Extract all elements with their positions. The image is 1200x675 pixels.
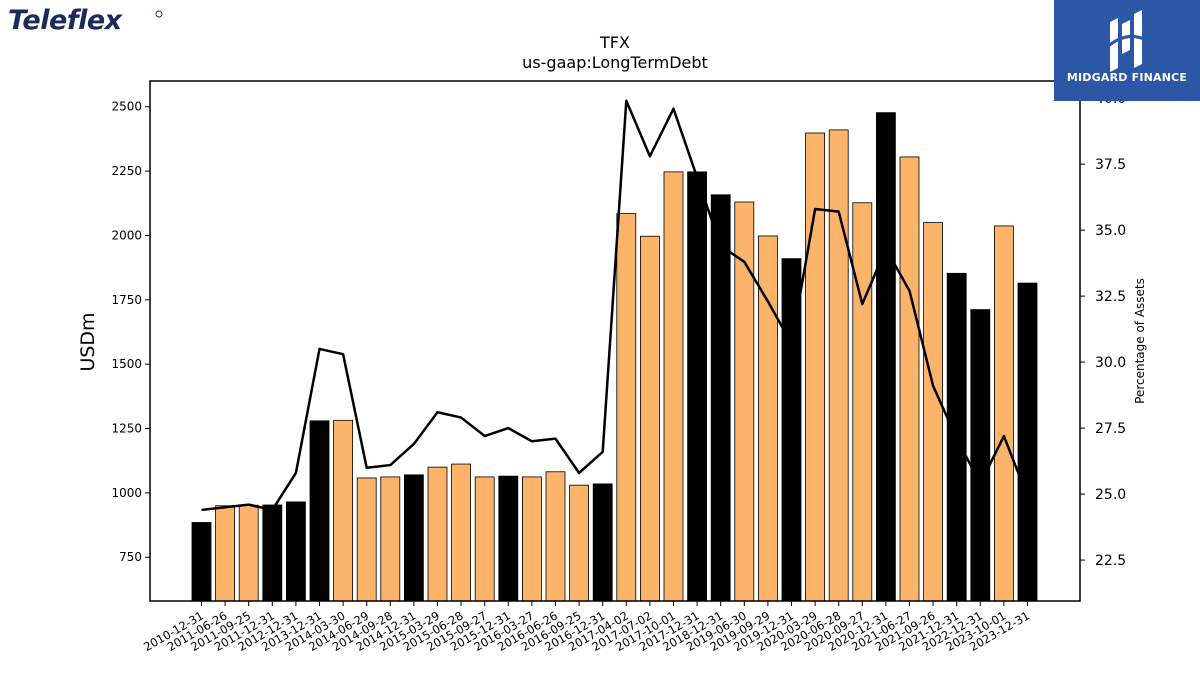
- bar-2011-06-26: [215, 505, 236, 602]
- y2-tick-label: 27.5: [1095, 421, 1126, 437]
- line-group: [201, 99, 1029, 512]
- bar-2010-12-31: [191, 522, 212, 602]
- y-tick-label: 1500: [111, 357, 142, 371]
- bar-2014-12-31: [403, 474, 424, 602]
- bar-2023-10-01: [994, 225, 1014, 602]
- bar-2011-09-25: [238, 504, 259, 602]
- bar-2018-12-31: [710, 194, 731, 602]
- y-tick-label: 750: [119, 550, 142, 564]
- bar-2016-03-27: [522, 476, 542, 602]
- bar-2015-12-31: [498, 475, 519, 602]
- y-tick-label: 1000: [111, 486, 142, 500]
- bar-2015-06-28: [451, 463, 472, 602]
- bar-2017-12-31: [687, 171, 707, 602]
- midgard-brand-text: MIDGARD FINANCE: [1066, 71, 1188, 84]
- bar-2022-12-31: [970, 309, 991, 602]
- bar-2020-09-27: [852, 202, 873, 602]
- bar-2021-06-27: [899, 156, 920, 602]
- bar-2021-09-26: [923, 222, 943, 602]
- y2-tick-label: 22.5: [1095, 553, 1126, 569]
- bar-2011-12-31: [262, 504, 283, 602]
- y2-tick-label: 25.0: [1095, 487, 1126, 503]
- bar-2013-12-31: [309, 420, 330, 602]
- teleflex-logo: Teleflex: [8, 5, 163, 36]
- bar-2020-12-31: [876, 112, 896, 602]
- y-tick-label: 2250: [111, 164, 142, 178]
- y2-tick-label: 30.0: [1095, 355, 1126, 371]
- y2-tick-label: 37.5: [1095, 157, 1126, 173]
- y-axis-label: USDm: [77, 312, 99, 371]
- bar-2017-04-02: [616, 213, 637, 602]
- y-tick-label: 2500: [111, 100, 142, 114]
- y-tick-label: 2000: [111, 228, 142, 242]
- bar-2017-07-02: [640, 235, 660, 602]
- plot-frame: [149, 80, 1081, 602]
- x-axis: 2010-12-312011-06-262011-09-252011-12-31…: [141, 601, 1032, 654]
- bar-2015-09-27: [474, 476, 495, 602]
- y2-axis-label: Percentage of Assets: [1133, 278, 1147, 404]
- bar-2016-06-26: [545, 471, 566, 602]
- bar-2020-06-28: [828, 129, 849, 602]
- chart-title: TFX: [599, 33, 630, 52]
- y2-tick-label: 35.0: [1095, 223, 1126, 239]
- midgard-finance-logo: MIDGARD FINANCE: [1054, 0, 1200, 101]
- bar-2023-12-31: [1017, 282, 1038, 602]
- svg-text:Teleflex: Teleflex: [8, 5, 124, 36]
- line-series: [201, 99, 1029, 512]
- y-axis-left: 750 1000 1250 1500 1750 2000 2250 2500: [111, 100, 150, 564]
- bar-2020-03-29: [805, 132, 825, 602]
- y-axis-right: 22.525.027.530.032.535.037.540.0: [1080, 91, 1126, 569]
- bar-2014-06-29: [356, 477, 377, 602]
- bar-2014-09-28: [380, 476, 401, 602]
- bars-group: [191, 112, 1038, 602]
- bar-2014-03-30: [333, 419, 354, 602]
- bar-2017-10-01: [663, 171, 684, 602]
- bar-2016-09-25: [569, 484, 589, 602]
- y2-tick-label: 32.5: [1095, 289, 1126, 305]
- bar-2016-12-31: [592, 483, 613, 602]
- bar-2015-03-29: [427, 466, 448, 602]
- midgard-emblem-icon: [1104, 10, 1147, 72]
- chart-subtitle: us-gaap:LongTermDebt: [522, 53, 708, 72]
- bar-2012-12-31: [285, 501, 306, 602]
- y-tick-label: 1250: [111, 422, 142, 436]
- y-tick-label: 1750: [111, 293, 142, 307]
